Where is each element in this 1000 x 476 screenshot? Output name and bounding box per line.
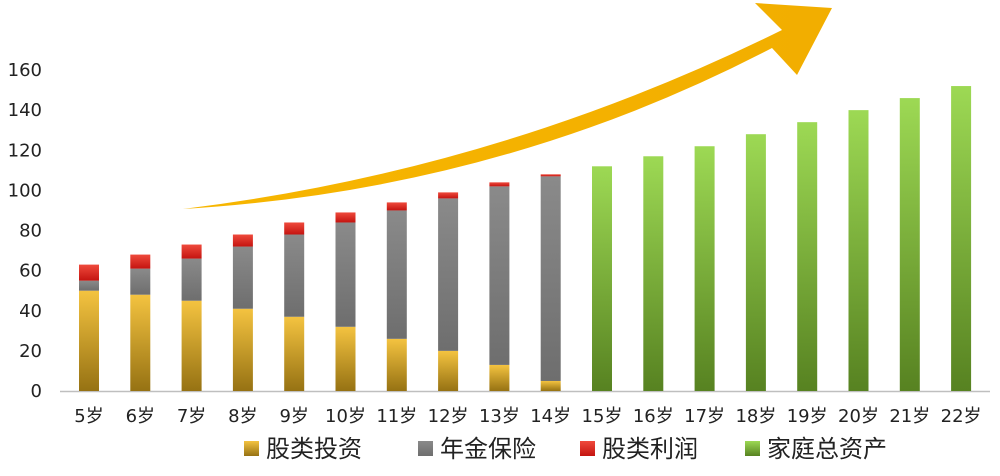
bar-segment [181, 258, 202, 301]
y-tick-label: 160 [8, 60, 42, 81]
bar-segment [130, 294, 151, 391]
bar-segment [694, 146, 715, 391]
y-tick-label: 140 [8, 100, 42, 121]
bar-segment [181, 244, 202, 259]
x-tick-label: 19岁 [787, 406, 828, 427]
y-tick-label: 60 [19, 261, 42, 282]
y-tick-label: 0 [31, 381, 42, 402]
legend-swatch [745, 441, 760, 456]
x-tick-label: 16岁 [633, 406, 674, 427]
x-tick-label: 18岁 [735, 406, 776, 427]
bar-segment [489, 364, 510, 391]
bar-segment [335, 326, 356, 391]
bar-segment [79, 264, 99, 281]
x-tick-label: 14岁 [530, 406, 571, 427]
bar-segment [592, 166, 612, 391]
bar-segment [745, 134, 766, 391]
x-tick-label: 9岁 [279, 406, 308, 427]
legend-label: 家庭总资产 [767, 435, 887, 463]
bar-segment [899, 98, 920, 392]
x-tick-label: 5岁 [74, 406, 103, 427]
bar-segment [79, 290, 99, 391]
bar-segment [181, 300, 202, 391]
bar-segment [335, 212, 356, 223]
x-tick-label: 6岁 [126, 406, 155, 427]
legend-label: 股类利润 [602, 435, 698, 463]
bar-segment [130, 254, 151, 269]
bar-segment [386, 338, 407, 391]
bar-segment [643, 156, 664, 391]
bar-segment [848, 110, 869, 391]
bar-segment [284, 234, 305, 317]
bar-segment [79, 280, 99, 291]
bar-segment [540, 380, 561, 391]
x-tick-label: 11岁 [376, 406, 417, 427]
bar-segment [489, 186, 510, 365]
bar-segment [438, 192, 459, 199]
bar-segment [540, 176, 561, 381]
bar-segment [386, 202, 407, 211]
bar-segment [797, 122, 818, 391]
legend-swatch [418, 441, 433, 456]
legend-swatch [580, 441, 595, 456]
x-tick-label: 7岁 [177, 406, 206, 427]
bar-segment [232, 246, 253, 309]
bar-segment [438, 198, 459, 351]
bar-segment [130, 268, 151, 295]
growth-arrow [183, 3, 832, 209]
x-tick-label: 20岁 [838, 406, 879, 427]
bar-segment [386, 210, 407, 339]
y-tick-label: 20 [19, 341, 42, 362]
x-tick-label: 13岁 [479, 406, 520, 427]
legend-swatch [244, 441, 259, 456]
y-tick-label: 120 [8, 140, 42, 161]
bar-segment [951, 86, 972, 392]
x-tick-label: 10岁 [325, 406, 366, 427]
bar-segment [335, 222, 356, 327]
bar-segment [284, 316, 305, 391]
y-tick-label: 100 [8, 180, 42, 201]
legend-label: 年金保险 [440, 435, 536, 463]
bar-segment [489, 182, 510, 187]
x-tick-label: 8岁 [228, 406, 257, 427]
bar-segment [232, 308, 253, 391]
legend-label: 股类投资 [266, 435, 362, 463]
y-tick-label: 80 [19, 221, 42, 242]
y-tick-label: 40 [19, 301, 42, 322]
x-tick-label: 15岁 [582, 406, 623, 427]
bar-segment [438, 350, 459, 391]
bar-segment [284, 222, 305, 235]
x-tick-label: 22岁 [941, 406, 982, 427]
bar-segment [540, 174, 561, 177]
x-tick-label: 17岁 [684, 406, 725, 427]
x-tick-label: 21岁 [889, 406, 930, 427]
bar-segment [232, 234, 253, 247]
x-tick-label: 12岁 [428, 406, 469, 427]
